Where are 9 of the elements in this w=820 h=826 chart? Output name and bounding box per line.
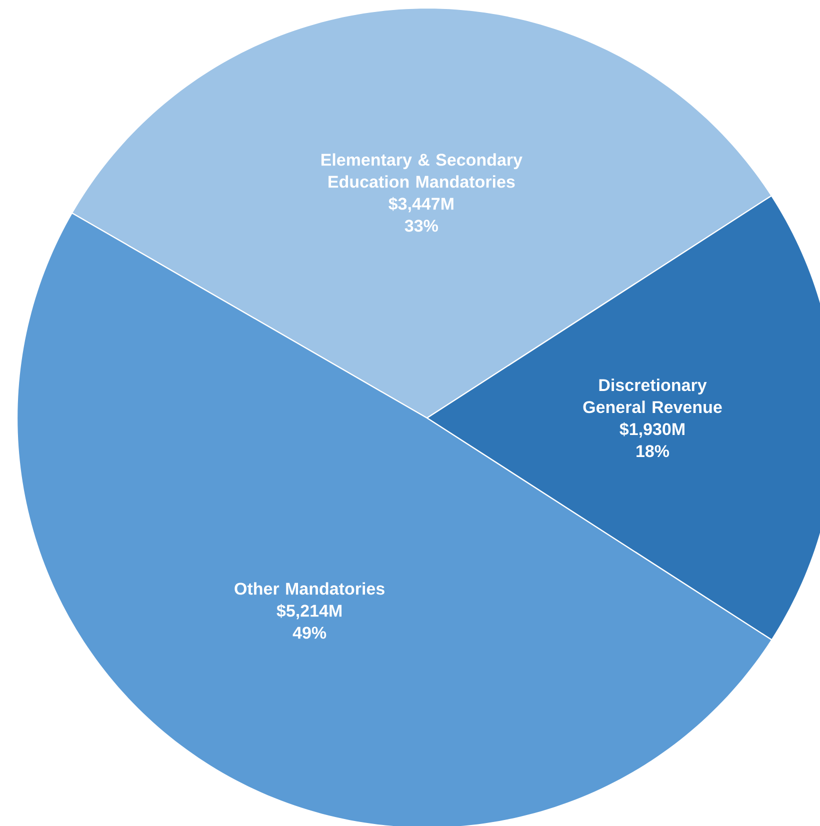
text: 49% — [292, 626, 326, 639]
slice-label: Discretionary General Revenue — [583, 378, 722, 414]
data-label: $1,930M — [620, 422, 684, 438]
data-label: $5,214M — [276, 604, 342, 620]
slice-label: Other Mandatories — [234, 582, 384, 595]
slice-label: Elementary & Secondary Education Mandatories — [321, 153, 522, 188]
data-label: $3,447M — [388, 197, 454, 212]
text: 33% — [404, 220, 438, 232]
text: 18% — [636, 445, 670, 458]
